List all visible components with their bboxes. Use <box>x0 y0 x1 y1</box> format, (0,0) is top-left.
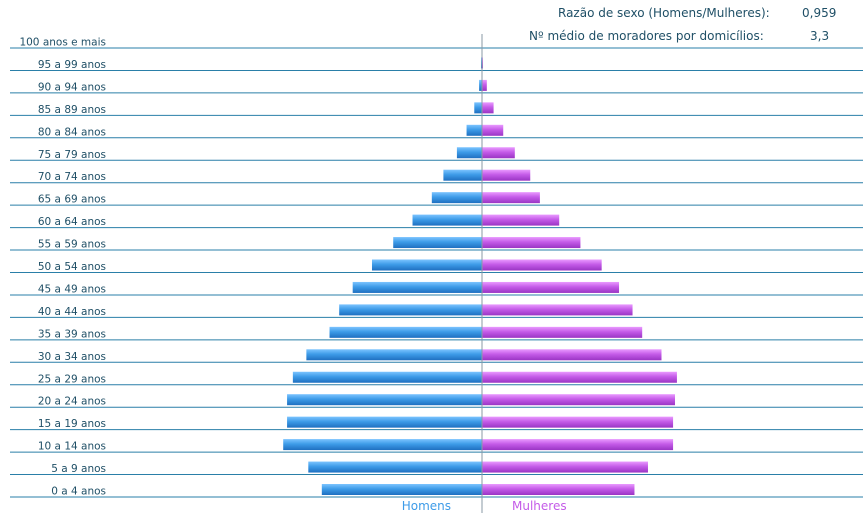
row-lines <box>10 47 863 498</box>
avg-residents-value: 3,3 <box>810 29 830 43</box>
bar-mulheres <box>482 192 540 204</box>
bar-mulheres <box>482 259 602 271</box>
bars <box>283 57 677 495</box>
age-group-label: 60 a 64 anos <box>38 216 106 228</box>
bar-mulheres <box>482 237 581 249</box>
bar-homens <box>474 102 482 114</box>
bar-homens <box>456 147 482 159</box>
bar-mulheres <box>482 169 531 181</box>
bar-mulheres <box>482 461 648 473</box>
bar-mulheres <box>482 326 643 338</box>
bar-mulheres <box>482 439 674 451</box>
bar-homens <box>479 79 482 91</box>
bar-homens <box>283 439 482 451</box>
age-group-label: 80 a 84 anos <box>38 126 106 138</box>
bar-homens <box>412 214 482 226</box>
legend-men: Homens <box>402 499 451 513</box>
bar-mulheres <box>482 79 487 91</box>
bar-mulheres <box>482 349 662 361</box>
bar-homens <box>287 416 482 428</box>
age-group-label: 35 a 39 anos <box>38 328 106 340</box>
age-group-label: 15 a 19 anos <box>38 418 106 430</box>
bar-mulheres <box>482 124 504 136</box>
bar-homens <box>321 484 482 495</box>
age-group-label: 100 anos e mais <box>19 37 106 49</box>
bar-homens <box>287 394 482 406</box>
bar-homens <box>431 192 482 204</box>
age-group-label: 55 a 59 anos <box>38 239 106 251</box>
bar-mulheres <box>482 147 515 159</box>
age-group-label: 30 a 34 anos <box>38 351 106 363</box>
sex-ratio-value: 0,959 <box>802 6 837 20</box>
age-group-label: 85 a 89 anos <box>38 104 106 116</box>
bar-mulheres <box>482 102 494 114</box>
bar-homens <box>352 281 482 293</box>
age-group-label: 0 a 4 anos <box>51 486 106 498</box>
bar-homens <box>292 371 482 383</box>
bar-mulheres <box>482 484 635 495</box>
age-group-label: 90 a 94 anos <box>38 81 106 93</box>
legend: Homens Mulheres <box>402 499 567 513</box>
bar-mulheres <box>482 281 620 293</box>
bar-homens <box>308 461 482 473</box>
age-group-label: 25 a 29 anos <box>38 373 106 385</box>
bar-mulheres <box>482 416 674 428</box>
bar-homens <box>371 259 482 271</box>
bar-homens <box>466 124 482 136</box>
sex-ratio-label: Razão de sexo (Homens/Mulheres): <box>558 6 770 20</box>
age-group-labels: 100 anos e mais 95 a 99 anos 90 a 94 anos 8… <box>19 37 106 498</box>
legend-women: Mulheres <box>512 499 567 513</box>
age-group-label: 70 a 74 anos <box>38 171 106 183</box>
age-group-label: 45 a 49 anos <box>38 283 106 295</box>
bar-homens <box>443 169 482 181</box>
age-group-label: 10 a 14 anos <box>38 441 106 453</box>
bar-mulheres <box>482 371 677 383</box>
avg-residents-label: Nº médio de moradores por domicílios: <box>529 29 764 43</box>
age-group-label: 65 a 69 anos <box>38 194 106 206</box>
age-group-label: 40 a 44 anos <box>38 306 106 318</box>
age-group-label: 5 a 9 anos <box>51 463 106 475</box>
bar-mulheres <box>482 304 633 316</box>
bar-homens <box>339 304 482 316</box>
bar-mulheres <box>482 214 560 226</box>
bar-homens <box>306 349 482 361</box>
age-group-label: 95 a 99 anos <box>38 59 106 71</box>
age-group-label: 50 a 54 anos <box>38 261 106 273</box>
bar-homens <box>393 237 482 249</box>
bar-homens <box>329 326 482 338</box>
bar-mulheres <box>482 394 675 406</box>
age-group-label: 75 a 79 anos <box>38 149 106 161</box>
age-group-label: 20 a 24 anos <box>38 396 106 408</box>
